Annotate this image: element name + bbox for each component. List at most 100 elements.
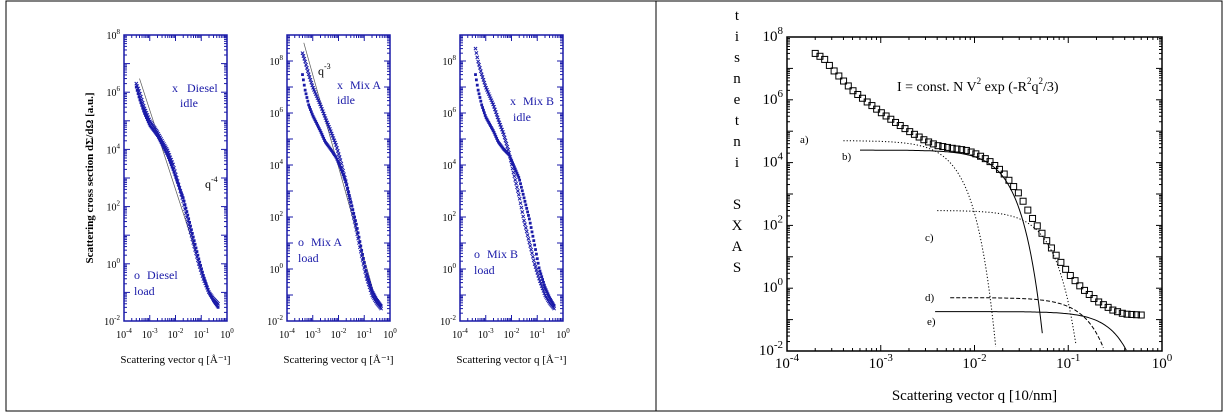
p3-plot-area — [460, 35, 563, 321]
p1-series-load-point — [185, 207, 188, 210]
p2-series-load-point — [307, 103, 310, 106]
right-y-tick-label-1-exponent: 6 — [778, 88, 784, 100]
right-y-tick-label-3: 102 — [763, 213, 784, 233]
p1-y-tick-label-3-mantissa: 10 — [107, 203, 117, 214]
p2-idle-marker: x — [337, 78, 343, 92]
right-y-tick-label-5-exponent: -2 — [774, 339, 783, 351]
p2-series-load-point — [302, 78, 305, 81]
p2-series-load-point — [348, 194, 351, 197]
formula-c: exp (-R — [981, 80, 1028, 95]
p2-series-load-point — [352, 212, 355, 215]
p1-load-name: Diesel — [147, 268, 178, 282]
right-x-tick-label-3: 10-1 — [1056, 352, 1080, 372]
right-x-tick-label-3-exponent: -1 — [1071, 352, 1080, 364]
p3-xlabel: Scattering vector q [Å⁻¹] — [456, 354, 566, 366]
p2-series-load-point — [351, 205, 354, 208]
p3-x-tick-label-4: 100 — [556, 327, 570, 341]
p2-load-state: load — [298, 251, 319, 265]
right-formula: I = const. N V2 exp (-R2q2/3) — [897, 76, 1059, 95]
right-component-curve-c — [937, 211, 1076, 344]
p2-series-load-point — [343, 178, 346, 181]
p1-series-load-point — [181, 194, 184, 197]
p2-y-tick-label-1-mantissa: 10 — [270, 109, 280, 120]
p1-series-load-point — [207, 288, 210, 291]
p3-series-load-point — [524, 200, 527, 203]
p1-series-load-point — [176, 181, 179, 184]
right-component-curve-b — [860, 150, 1042, 333]
p1-x-tick-label-4: 100 — [220, 327, 234, 341]
p2-series-load-point — [358, 240, 361, 243]
right-x-tick-label-0-mantissa: 10 — [775, 356, 790, 372]
p1-series-load-point — [140, 104, 143, 107]
p1-series-load-point — [171, 166, 174, 169]
p3-series-load-point — [526, 211, 529, 214]
right-x-tick-label-0: 10-4 — [775, 352, 800, 372]
p3-series-load-point — [478, 92, 481, 95]
p1-series-load-point — [205, 282, 208, 285]
formula-e: q — [1031, 80, 1038, 95]
p1-y-tick-label-3-exponent: 2 — [117, 200, 121, 208]
p2-series-load-point — [366, 275, 369, 278]
p1-series-load-point — [175, 179, 178, 182]
p3-series-load-point — [530, 226, 533, 229]
p1-series-load-point — [197, 257, 200, 260]
right-measured-point — [1063, 266, 1069, 272]
p2-series-load-point — [342, 173, 345, 176]
p2-y-tick-label-5-mantissa: 10 — [267, 317, 277, 328]
p1-series-load-point — [202, 274, 205, 277]
p3-y-tick-label-0-mantissa: 10 — [443, 57, 453, 68]
p2-y-tick-label-3: 102 — [270, 210, 284, 224]
p3-x-tick-label-0: 10-4 — [452, 327, 468, 341]
formula-g: /3) — [1043, 80, 1059, 95]
p2-series-load-point — [341, 171, 344, 174]
p3-series-load-point — [553, 304, 556, 307]
p1-series-load-point — [173, 171, 176, 174]
p2-series-load-point — [303, 84, 306, 87]
p3-idle-name: Mix B — [523, 94, 554, 108]
p1-series-load-point — [174, 176, 177, 179]
p3-y-tick-label-4: 100 — [443, 262, 457, 276]
p1-series-load-point — [139, 99, 142, 102]
right-ylabel-letter: S — [733, 197, 741, 213]
p1-series-load-point — [200, 267, 203, 270]
right-measured-point — [1039, 230, 1045, 236]
right-x-tick-label-4-mantissa: 10 — [1152, 356, 1167, 372]
p2-load-marker: o — [298, 235, 304, 249]
right-y-tick-label-3-mantissa: 10 — [763, 217, 778, 233]
p2-x-tick-label-3: 10-1 — [356, 327, 372, 341]
p3-x-tick-label-1-exponent: -3 — [488, 327, 494, 335]
p2-series-load-point — [351, 208, 354, 211]
p2-series-load-point — [347, 190, 350, 193]
p1-series-load-point — [217, 306, 220, 309]
p2-series-load-point — [339, 166, 342, 169]
p2-series-load-point — [362, 257, 365, 260]
p1-load-label: o Diesel — [134, 268, 178, 282]
p3-series-load-point — [542, 281, 545, 284]
p2-series-load-point — [365, 269, 368, 272]
p1-y-tick-label-5: 10-2 — [104, 314, 120, 328]
p1-series-load-point — [183, 200, 186, 203]
p3-y-tick-label-5-mantissa: 10 — [440, 317, 450, 328]
p3-x-tick-label-2: 10-2 — [504, 327, 520, 341]
p1-x-tick-label-3: 10-1 — [193, 327, 209, 341]
p1-series-load-point — [142, 110, 145, 113]
p1-y-tick-label-0: 108 — [107, 28, 121, 42]
p2-series-load-point — [370, 287, 373, 290]
right-y-tick-label-4-exponent: 0 — [778, 276, 784, 288]
p2-x-tick-label-3-mantissa: 10 — [356, 330, 366, 341]
p3-series-load-point — [521, 189, 524, 192]
p3-series-load-point — [525, 207, 528, 210]
p2-y-tick-label-0-mantissa: 10 — [270, 57, 280, 68]
p2-x-tick-label-4: 100 — [383, 327, 397, 341]
p1-series-load-point — [135, 86, 138, 89]
p2-y-tick-label-1-exponent: 6 — [280, 106, 284, 114]
p2-series-load-point — [349, 197, 352, 200]
p1-x-tick-label-4-exponent: 0 — [230, 327, 234, 335]
p3-series-load-point — [524, 203, 527, 206]
p3-series-load-point — [531, 230, 534, 233]
p2-series-load-point — [367, 278, 370, 281]
right-curve-label-0: a) — [800, 134, 809, 146]
p1-series-load-point — [137, 92, 140, 95]
right-measured-point — [1011, 184, 1017, 190]
p2-series-load-point — [340, 168, 343, 171]
